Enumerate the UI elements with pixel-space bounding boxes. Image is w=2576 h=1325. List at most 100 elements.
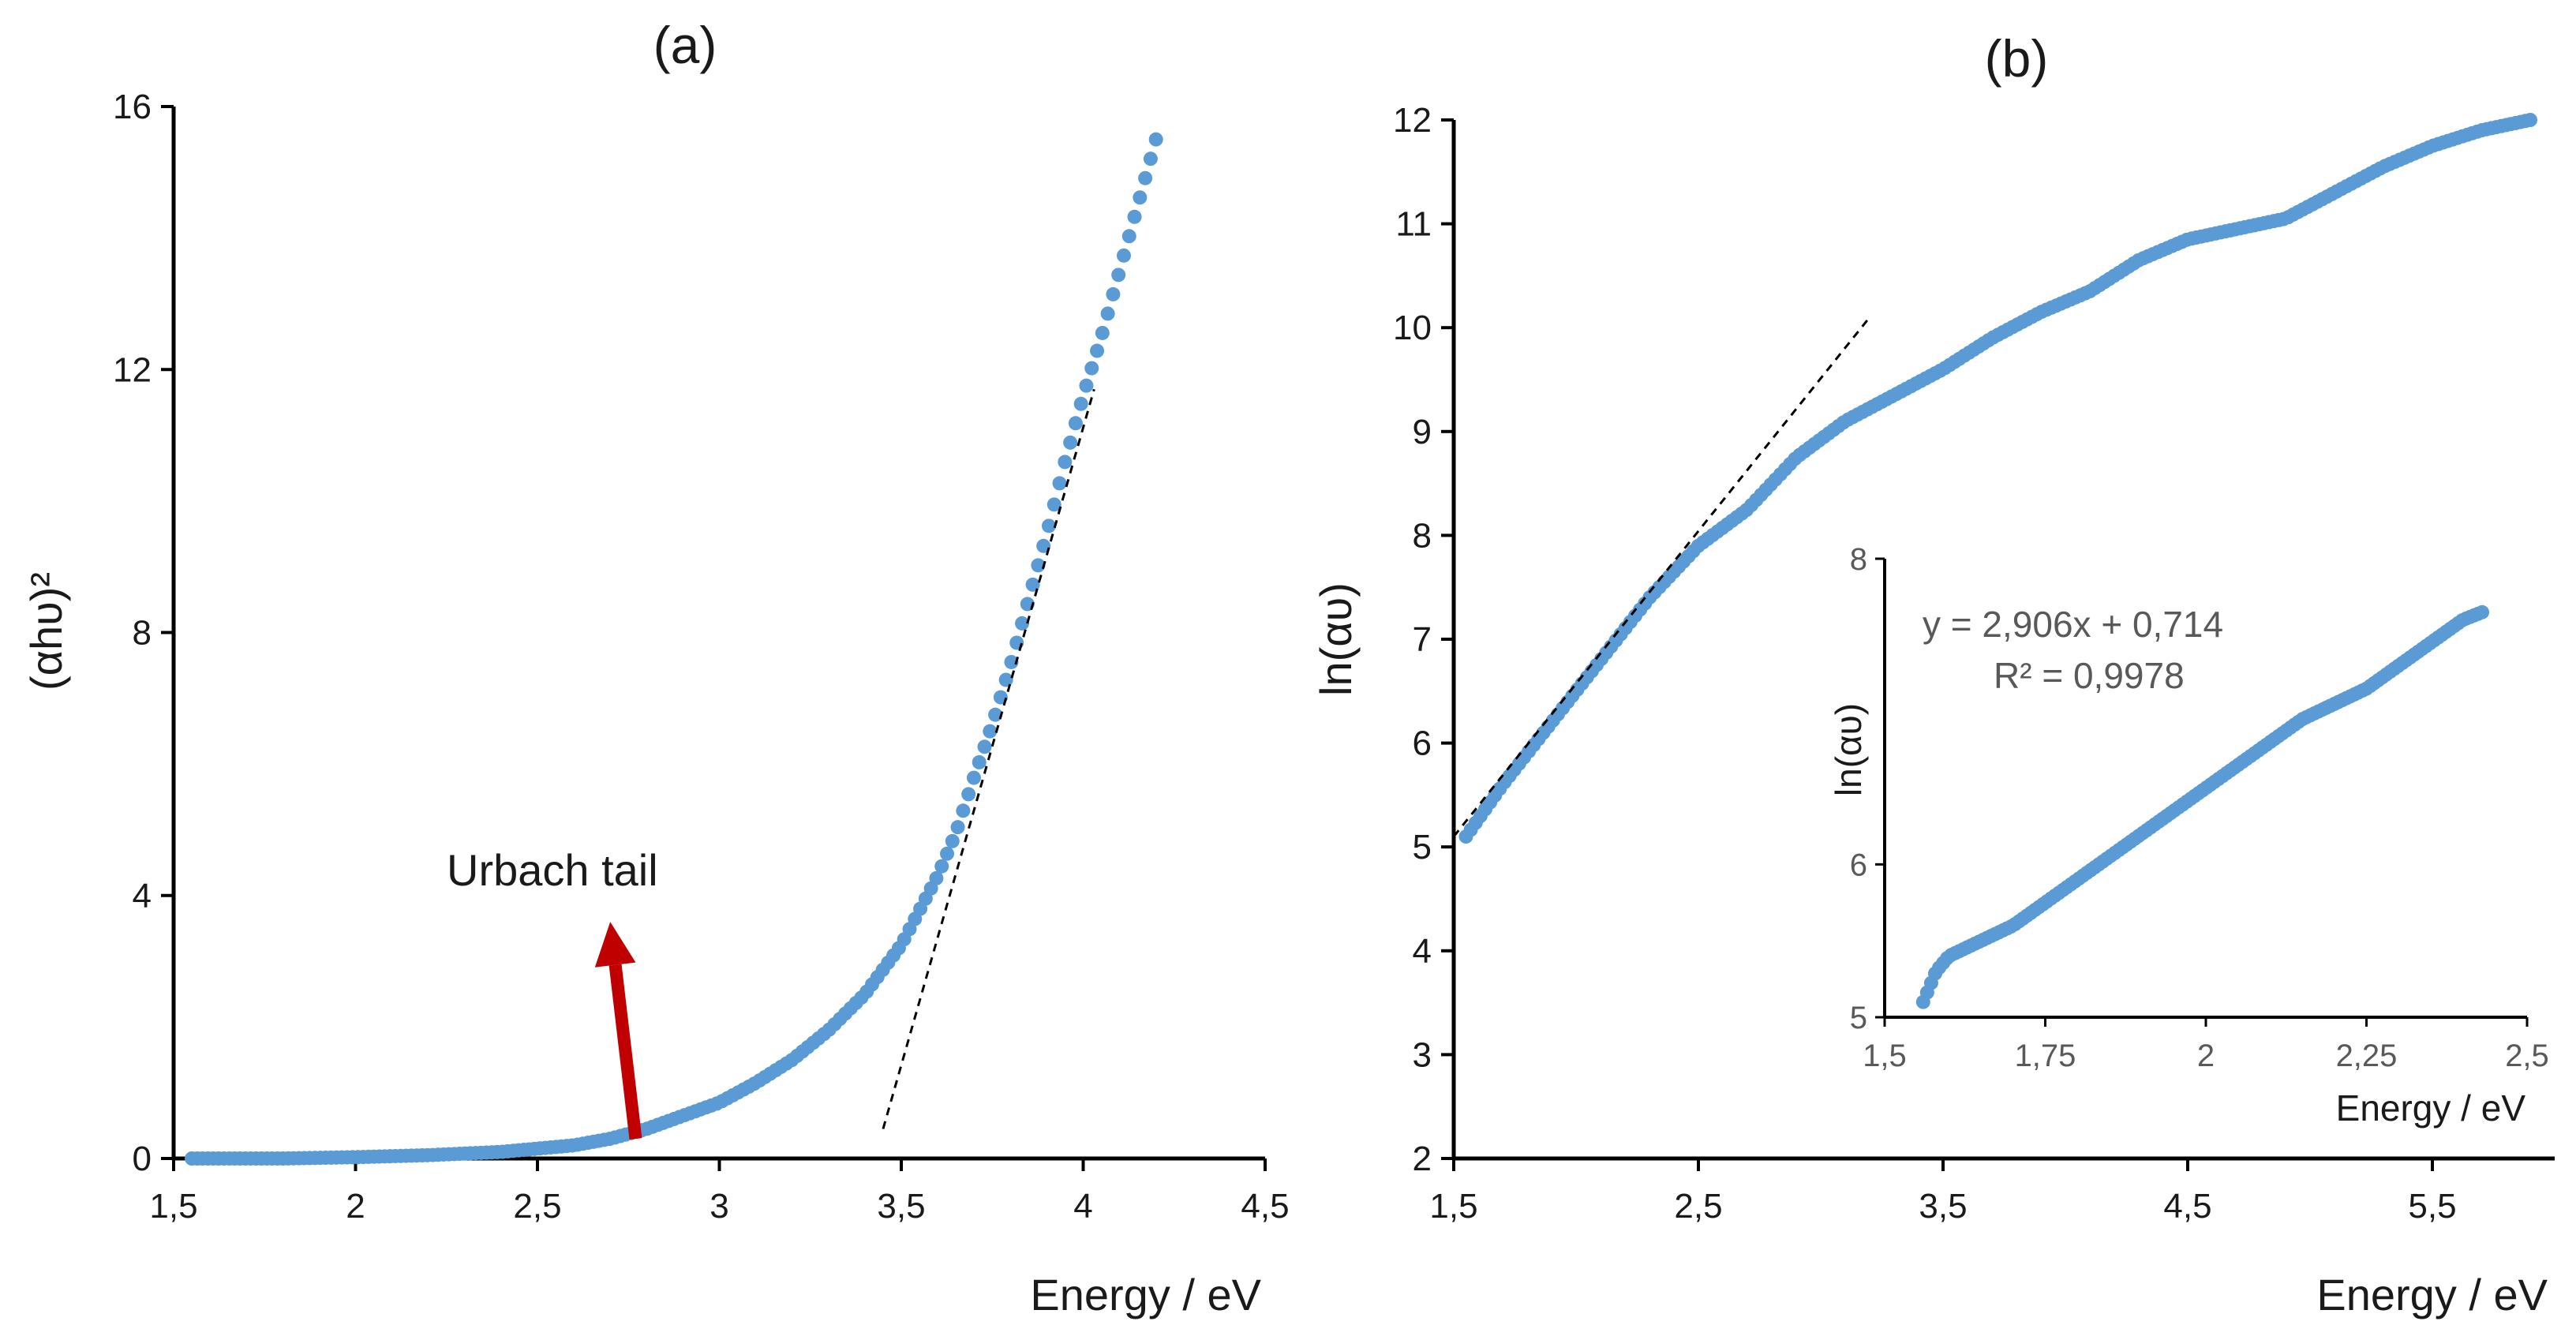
panel-b-x-tick-label: 5,5 xyxy=(2408,1187,2456,1226)
panel-b-ylabel: ln(αυ) xyxy=(1311,582,1361,696)
panel-b-y-tick-label: 4 xyxy=(1413,932,1432,971)
panel-a-data-point xyxy=(934,859,949,874)
panel-a-data-point xyxy=(1143,152,1158,167)
panel-a-xlabel: Energy / eV xyxy=(1030,1270,1261,1319)
inset-x-tick-label: 1,75 xyxy=(2015,1039,2076,1073)
panel-a-y-tick-label: 8 xyxy=(133,614,152,653)
panel-b-y-tick-label: 12 xyxy=(1393,101,1432,140)
urbach-arrow-head xyxy=(594,922,636,968)
panel-b-points xyxy=(1458,113,2537,844)
panel-b-title: (b) xyxy=(1985,29,2049,88)
panel-a-data-point xyxy=(1004,654,1019,669)
inset-r-squared: R² = 0,9978 xyxy=(1994,655,2185,696)
panel-a-data-point xyxy=(940,846,955,861)
panel-a-y-tick-label: 0 xyxy=(133,1140,152,1178)
panel-a-data-point xyxy=(1116,248,1131,263)
panel-a-data-point xyxy=(983,724,998,739)
panel-a-data-point xyxy=(1036,538,1051,553)
panel-a-data-point xyxy=(1084,361,1099,376)
panel-a-y-tick-label: 4 xyxy=(133,877,152,915)
panel-a-data-point xyxy=(1133,190,1148,205)
panel-a-data-point xyxy=(961,787,976,802)
panel-a-data-point xyxy=(1073,396,1088,411)
panel-a-data-point xyxy=(945,833,960,848)
inset-data-point xyxy=(2475,604,2490,619)
panel-a-x-tick-label: 3 xyxy=(710,1187,728,1226)
panel-a-data-point xyxy=(1058,455,1073,470)
panel-b-fit-line xyxy=(1452,316,1871,837)
panel-a-x-tick-label: 2,5 xyxy=(513,1187,561,1226)
panel-a-data-point xyxy=(1009,635,1024,650)
panel-a-data-point xyxy=(929,870,944,885)
panel-a-data-point xyxy=(1106,286,1121,301)
inset-equation: y = 2,906x + 0,714 xyxy=(1923,604,2223,645)
panel-a-data-point xyxy=(1063,435,1078,450)
panel-b-y-tick-label: 5 xyxy=(1413,828,1432,866)
panel-a-data-point xyxy=(956,803,971,818)
panel-a-x-tick-label: 1,5 xyxy=(149,1187,197,1226)
panel-b-data-point xyxy=(2523,113,2537,127)
panel-b-y-tick-label: 8 xyxy=(1413,516,1432,555)
panel-a-data-point xyxy=(1090,343,1105,358)
panel-a-data-point xyxy=(1100,306,1115,321)
panel-a-ticks: 1,5 2 2,5 3 3,5 4 4,5 0 4 8 12 16 xyxy=(113,88,1290,1226)
panel-a-data-point xyxy=(1046,497,1061,512)
panel-b-x-tick-label: 4,5 xyxy=(2163,1187,2211,1226)
inset-ticks: 1,5 1,75 2 2,25 2,5 5 6 8 xyxy=(1850,542,2549,1073)
inset-points xyxy=(1915,604,2490,1009)
panel-b-y-tick-label: 11 xyxy=(1395,205,1432,244)
inset-x-tick-label: 1,5 xyxy=(1863,1039,1907,1073)
panel-b: (b) 1,5 2,5 3,5 4,5 5,5 2 3 4 5 6 7 8 9 10 11 12 ln(αυ)… xyxy=(1311,29,2555,1319)
panel-a-y-tick-label: 16 xyxy=(113,88,152,126)
inset-x-tick-label: 2,25 xyxy=(2336,1039,2398,1073)
panel-b-x-tick-label: 3,5 xyxy=(1919,1187,1967,1226)
panel-a-data-point xyxy=(1052,476,1067,491)
panel-a-data-point xyxy=(998,672,1013,687)
inset-y-tick-label: 8 xyxy=(1850,542,1867,577)
panel-a-x-tick-label: 4 xyxy=(1073,1187,1092,1226)
panel-a-data-point xyxy=(1127,209,1142,224)
panel-inset: 1,5 1,75 2 2,25 2,5 5 6 8 y = 2,906x + 0,714 R²… xyxy=(1815,542,2557,1144)
panel-b-y-tick-label: 9 xyxy=(1413,413,1432,451)
panel-a-data-point xyxy=(1025,577,1040,592)
inset-x-tick-label: 2 xyxy=(2197,1039,2215,1073)
panel-a-title: (a) xyxy=(653,16,717,74)
inset-ylabel: ln(αυ) xyxy=(1828,703,1869,796)
panel-a-x-tick-label: 2 xyxy=(346,1187,365,1226)
panel-a-data-point xyxy=(1031,558,1046,573)
panel-b-y-tick-label: 6 xyxy=(1413,724,1432,763)
panel-a-fit-line xyxy=(882,388,1095,1129)
inset-y-tick-label: 5 xyxy=(1850,1001,1867,1035)
urbach-arrow-shaft xyxy=(608,964,642,1140)
panel-a-data-point xyxy=(950,820,965,835)
panel-a-ylabel: (αhυ)² xyxy=(21,572,71,691)
panel-a-data-point xyxy=(1111,268,1126,283)
panel-a-data-point xyxy=(1095,325,1110,340)
inset-xlabel: Energy / eV xyxy=(2336,1087,2526,1128)
panel-a-points xyxy=(185,132,1163,1166)
panel-b-xlabel: Energy / eV xyxy=(2316,1270,2548,1319)
panel-a-data-point xyxy=(977,739,992,754)
panel-a-data-point xyxy=(966,770,981,785)
panel-b-y-tick-label: 7 xyxy=(1413,620,1432,659)
panel-a-data-point xyxy=(1041,518,1056,533)
panel-b-y-tick-label: 10 xyxy=(1393,309,1432,347)
panel-a-data-point xyxy=(972,754,987,769)
panel-a-data-point xyxy=(1148,132,1163,147)
panel-a-x-tick-label: 3,5 xyxy=(877,1187,925,1226)
panel-a-data-point xyxy=(1121,229,1136,244)
panel-a-data-point xyxy=(1079,378,1094,393)
panel-a-y-tick-label: 12 xyxy=(113,350,152,389)
panel-a-data-point xyxy=(1138,170,1153,185)
inset-x-tick-label: 2,5 xyxy=(2505,1039,2549,1073)
urbach-tail-label: Urbach tail xyxy=(447,845,658,895)
panel-b-y-tick-label: 3 xyxy=(1413,1035,1432,1074)
panel-b-x-tick-label: 1,5 xyxy=(1429,1187,1477,1226)
panel-a: (a) 1,5 2 2,5 3 3,5 4 4,5 0 4 8 12 16 (αhυ)² Energy… xyxy=(21,16,1290,1319)
panel-a-data-point xyxy=(1068,416,1083,431)
panel-b-y-tick-label: 2 xyxy=(1413,1140,1432,1178)
inset-y-tick-label: 6 xyxy=(1850,848,1867,882)
panel-b-x-tick-label: 2,5 xyxy=(1674,1187,1722,1226)
panel-a-data-point xyxy=(988,707,1003,722)
